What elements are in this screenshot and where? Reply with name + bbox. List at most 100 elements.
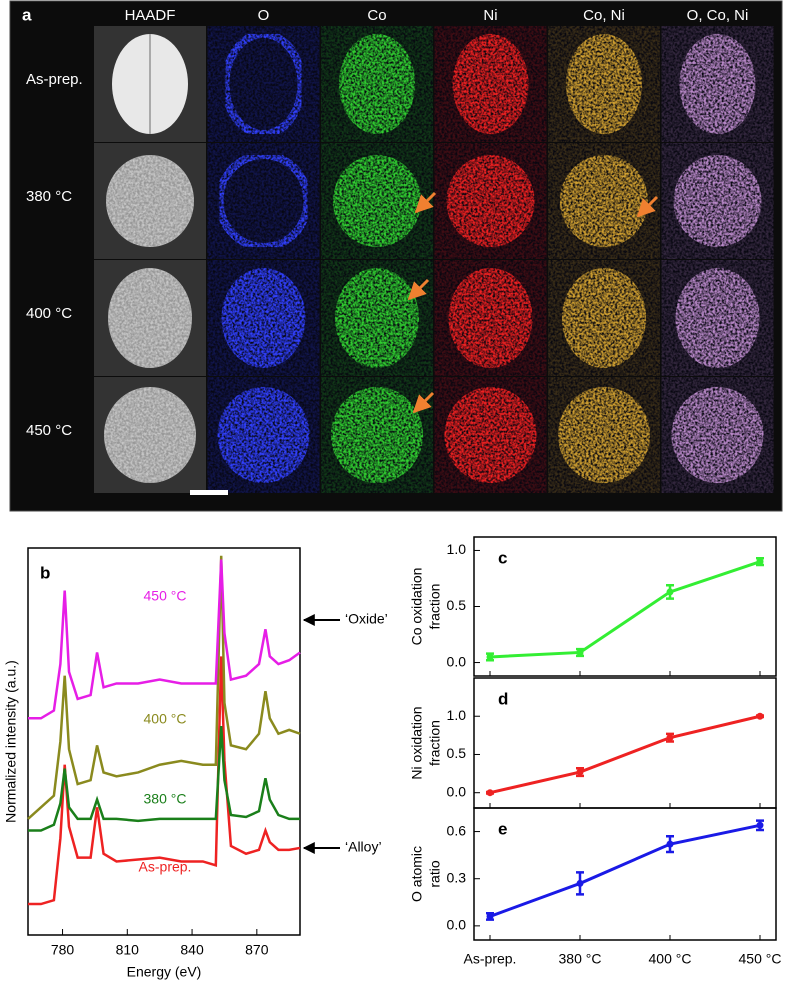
data-point: [486, 653, 494, 661]
y-tick-label: 1.0: [447, 707, 467, 723]
particle: [562, 268, 646, 368]
y-axis-label: O atomic: [409, 846, 425, 902]
column-header: Co: [367, 7, 386, 24]
panel-label: a: [22, 5, 32, 24]
data-point: [666, 840, 674, 848]
y-tick-label: 0.6: [447, 822, 467, 838]
particle: [339, 34, 415, 134]
x-tick-label: 810: [116, 942, 140, 958]
data-point: [576, 879, 584, 887]
particle-texture: [106, 155, 194, 247]
x-tick-label: 840: [180, 942, 204, 958]
particle: [452, 34, 529, 134]
shell: [221, 30, 306, 138]
y-axis-label: fraction: [427, 720, 443, 766]
data-point: [486, 789, 494, 797]
particle: [673, 155, 762, 247]
x-tick-label: 400 °C: [649, 951, 692, 967]
arrow: [412, 391, 435, 414]
particle: [448, 268, 533, 368]
series-label: 450 °C: [144, 588, 187, 604]
panel-label: c: [498, 548, 507, 567]
row-label: 380 °C: [26, 188, 72, 205]
data-point: [756, 558, 764, 566]
y-axis-label: Co oxidation: [409, 568, 425, 646]
arrow: [636, 195, 659, 218]
column-header: Co, Ni: [583, 7, 625, 24]
particle: [675, 268, 760, 368]
scale-bar: [190, 490, 228, 495]
data-point: [666, 734, 674, 742]
y-axis-label: ratio: [427, 860, 443, 887]
x-axis-label: Energy (eV): [127, 964, 202, 980]
trend-line: [489, 714, 761, 795]
noise: [207, 143, 320, 259]
y-tick-label: 0.0: [447, 783, 467, 799]
x-tick-label: As-prep.: [464, 951, 517, 967]
particle: [560, 155, 648, 247]
spectrum: [28, 725, 300, 832]
y-axis-label: fraction: [427, 584, 443, 630]
particle-texture: [104, 387, 196, 483]
data-point: [576, 768, 584, 776]
x-tick-label: 780: [51, 942, 75, 958]
annotation: ‘Oxide’: [345, 611, 388, 627]
y-tick-label: 0.5: [447, 745, 467, 761]
panel-label: d: [498, 689, 508, 708]
particle: [217, 387, 310, 483]
data-point: [666, 588, 674, 596]
spectrum: [27, 555, 301, 820]
particle: [444, 387, 537, 483]
column-header: O, Co, Ni: [687, 7, 749, 24]
y-tick-label: 1.0: [447, 541, 467, 557]
panel-label: e: [498, 819, 507, 838]
x-tick-label: 450 °C: [739, 951, 782, 967]
data-point: [756, 712, 764, 720]
particle: [221, 268, 306, 368]
y-tick-label: 0.0: [447, 917, 467, 933]
particle: [446, 155, 535, 247]
data-point: [756, 821, 764, 829]
arrow: [407, 278, 430, 301]
shell: [215, 151, 312, 251]
row-label: 450 °C: [26, 422, 72, 439]
arrows: [407, 191, 659, 414]
annotation: ‘Alloy’: [345, 839, 382, 855]
particle: [335, 268, 419, 368]
particle: [558, 387, 650, 483]
column-header: HAADF: [125, 7, 176, 24]
trend-line: [489, 823, 761, 918]
series-label: 400 °C: [144, 711, 187, 727]
particle-texture: [108, 268, 192, 368]
arrow: [414, 191, 437, 214]
image-grid: [94, 26, 774, 493]
column-header: Ni: [483, 7, 497, 24]
panel-label: b: [40, 563, 50, 582]
x-tick-label: 870: [245, 942, 269, 958]
particle: [671, 387, 764, 483]
series-label: 380 °C: [144, 791, 187, 807]
particle: [679, 34, 756, 134]
data-point: [576, 648, 584, 656]
row-label: 400 °C: [26, 305, 72, 322]
y-tick-label: 0.5: [447, 597, 467, 613]
spectrum: [28, 559, 301, 720]
y-axis-label: Ni oxidation: [409, 706, 425, 779]
plot-frame: [27, 547, 301, 936]
particle: [333, 155, 421, 247]
data-point: [486, 912, 494, 920]
particle: [331, 387, 423, 483]
y-axis-label: Normalized intensity (a.u.): [3, 660, 19, 823]
column-header: O: [258, 7, 270, 24]
x-tick-label: 380 °C: [559, 951, 602, 967]
series-label: As-prep.: [139, 859, 192, 875]
y-tick-label: 0.3: [447, 869, 467, 885]
trend-line: [489, 560, 761, 659]
particle: [566, 34, 642, 134]
plot-frame: [473, 677, 777, 809]
plot-frame: [473, 807, 777, 941]
y-tick-label: 0.0: [447, 653, 467, 669]
row-label: As-prep.: [26, 71, 83, 88]
